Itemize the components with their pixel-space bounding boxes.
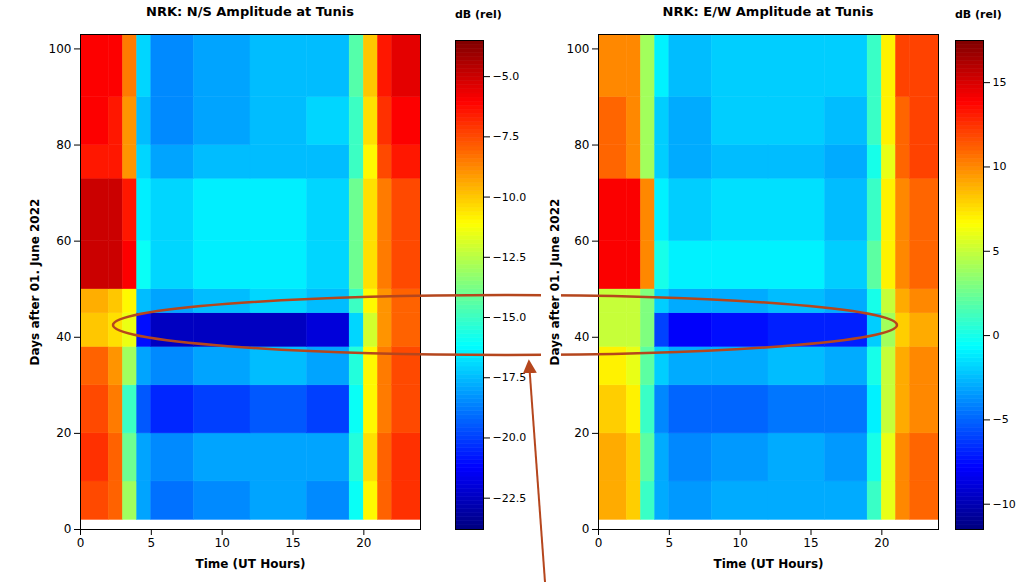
svg-text:−12.5: −12.5: [493, 251, 527, 264]
svg-text:−10.0: −10.0: [493, 191, 527, 204]
svg-text:20: 20: [56, 426, 71, 440]
svg-text:5: 5: [666, 536, 674, 550]
svg-text:40: 40: [574, 330, 589, 344]
svg-text:20: 20: [874, 536, 889, 550]
svg-text:20: 20: [356, 536, 371, 550]
svg-text:−20.0: −20.0: [493, 431, 527, 444]
html-text:NRK: E/W Amplitude at Tunis: NRK: E/W Amplitude at Tunis: [662, 4, 874, 19]
svg-text:0: 0: [77, 536, 85, 550]
svg-text:100: 100: [49, 42, 72, 56]
svg-text:0: 0: [64, 522, 72, 536]
svg-text:100: 100: [567, 42, 590, 56]
svg-text:40: 40: [56, 330, 71, 344]
svg-text:−7.5: −7.5: [493, 130, 520, 143]
svg-text:15: 15: [993, 76, 1007, 89]
svg-text:−5: −5: [993, 413, 1009, 426]
svg-text:Days after 01. June 2022: Days after 01. June 2022: [548, 199, 562, 366]
svg-text:10: 10: [215, 536, 230, 550]
svg-text:−5.0: −5.0: [493, 70, 520, 83]
svg-text:5: 5: [993, 245, 1000, 258]
svg-text:0: 0: [582, 522, 590, 536]
svg-text:10: 10: [993, 160, 1007, 173]
html-text:dB (rel): dB (rel): [455, 8, 502, 21]
svg-text:15: 15: [285, 536, 300, 550]
svg-text:Days after 01. June 2022: Days after 01. June 2022: [28, 199, 42, 366]
svg-text:0: 0: [595, 536, 603, 550]
svg-text:Time (UT Hours): Time (UT Hours): [195, 557, 305, 571]
svg-text:5: 5: [148, 536, 156, 550]
svg-text:0: 0: [993, 329, 1000, 342]
svg-text:−17.5: −17.5: [493, 371, 527, 384]
svg-text:80: 80: [56, 138, 71, 152]
svg-text:60: 60: [56, 234, 71, 248]
svg-text:60: 60: [574, 234, 589, 248]
svg-text:15: 15: [803, 536, 818, 550]
svg-text:10: 10: [733, 536, 748, 550]
html-text:dB (rel): dB (rel): [955, 8, 1002, 21]
svg-text:80: 80: [574, 138, 589, 152]
svg-text:−10: −10: [993, 498, 1016, 511]
svg-text:Time (UT Hours): Time (UT Hours): [713, 557, 823, 571]
svg-text:20: 20: [574, 426, 589, 440]
svg-text:−15.0: −15.0: [493, 311, 527, 324]
html-text:NRK: N/S Amplitude at Tunis: NRK: N/S Amplitude at Tunis: [146, 4, 354, 19]
svg-text:−22.5: −22.5: [493, 492, 527, 505]
